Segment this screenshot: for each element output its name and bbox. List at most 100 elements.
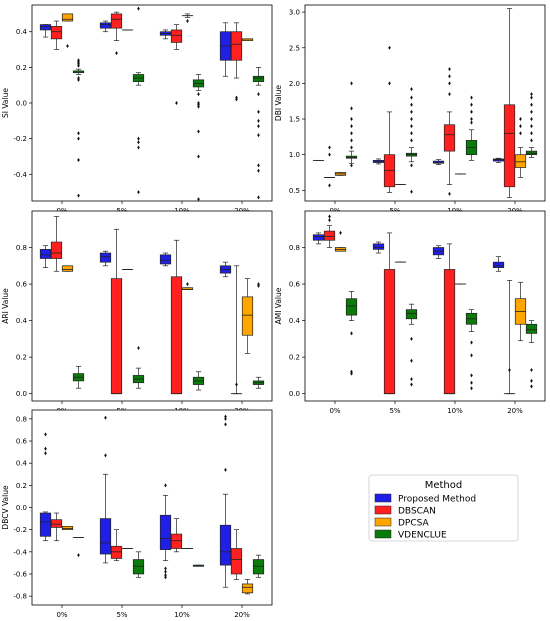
box	[241, 583, 254, 594]
box-vdenclue	[405, 303, 418, 387]
box-vdenclue	[192, 74, 205, 202]
outlier	[257, 133, 260, 138]
box-proposed-method	[492, 256, 505, 272]
y-tick-label: 2.0	[289, 80, 300, 88]
outlier	[410, 131, 413, 136]
outlier	[350, 371, 353, 376]
outlier	[77, 131, 80, 136]
outlier	[328, 214, 331, 219]
box	[312, 234, 325, 241]
box-proposed-method	[219, 22, 232, 77]
outlier	[530, 109, 533, 114]
outlier	[350, 163, 353, 168]
outlier	[350, 117, 353, 122]
x-tick-label: 20%	[507, 407, 523, 415]
outlier	[388, 81, 391, 86]
box-dpcsa	[241, 579, 254, 595]
outlier	[448, 81, 451, 86]
box	[61, 13, 74, 22]
box-proposed-method	[99, 250, 112, 267]
outlier	[257, 109, 260, 114]
outlier	[186, 19, 189, 24]
box-dbscan	[503, 280, 516, 395]
y-tick-label: 0.2	[289, 354, 300, 362]
outlier	[470, 95, 473, 100]
outlier	[77, 193, 80, 198]
outlier	[77, 158, 80, 163]
y-axis-label: SI Value	[1, 88, 10, 118]
y-axis-label: ARI Value	[1, 288, 10, 324]
y-tick-label: 0.0	[16, 504, 27, 512]
box-vdenclue	[252, 554, 265, 578]
y-tick-label: -0.2	[13, 135, 27, 143]
outlier	[164, 573, 167, 578]
box	[170, 276, 183, 395]
box-vdenclue	[405, 87, 418, 194]
y-tick-label: -0.2	[13, 526, 27, 534]
outlier	[104, 453, 107, 458]
outlier	[257, 283, 260, 288]
outlier	[137, 136, 140, 141]
outlier	[530, 384, 533, 389]
outlier	[350, 124, 353, 129]
box	[170, 533, 183, 549]
outlier	[235, 97, 238, 102]
outlier	[197, 197, 200, 202]
outlier	[470, 102, 473, 107]
box	[443, 124, 456, 152]
outlier	[115, 51, 118, 56]
outlier	[197, 129, 200, 134]
box	[383, 269, 396, 395]
outlier	[470, 380, 473, 385]
box-dbscan	[323, 145, 336, 188]
y-tick-label: 0.2	[16, 354, 27, 362]
box	[252, 559, 265, 575]
outlier	[44, 451, 47, 456]
box	[39, 249, 52, 259]
legend-swatch	[374, 505, 392, 515]
box-dbscan	[323, 214, 336, 248]
y-tick-label: 0.8	[16, 244, 27, 252]
box-proposed-method	[159, 483, 172, 580]
outlier	[104, 415, 107, 420]
y-tick-label: 0.6	[16, 438, 28, 446]
outlier	[350, 145, 353, 150]
box-dbscan	[383, 45, 396, 193]
outlier	[410, 87, 413, 92]
outlier	[224, 467, 227, 472]
box-dpcsa	[514, 281, 527, 342]
box	[159, 514, 172, 550]
box-proposed-method	[312, 232, 325, 245]
outlier	[410, 377, 413, 382]
outlier	[470, 353, 473, 358]
box-dpcsa	[61, 265, 74, 272]
box-vdenclue	[132, 551, 145, 578]
box	[39, 512, 52, 537]
box	[99, 252, 112, 263]
box-proposed-method	[39, 432, 52, 542]
legend-swatch	[374, 493, 392, 503]
box-proposed-method	[372, 158, 385, 165]
box-proposed-method	[99, 415, 112, 564]
outlier	[350, 331, 353, 336]
outlier	[410, 102, 413, 107]
legend-swatch	[374, 517, 392, 527]
outlier	[257, 92, 260, 97]
outlier	[328, 152, 331, 157]
outlier	[235, 382, 238, 387]
outlier	[410, 138, 413, 143]
box	[230, 31, 243, 61]
outlier	[175, 101, 178, 105]
box	[492, 261, 505, 268]
y-tick-label: -0.6	[13, 570, 27, 578]
box-proposed-method	[159, 252, 172, 267]
outlier	[328, 218, 331, 223]
legend-swatch	[374, 529, 392, 539]
y-tick-label: 0.8	[16, 415, 27, 423]
outlier	[257, 163, 260, 168]
y-tick-label: 0.4	[16, 317, 28, 325]
outlier	[44, 432, 47, 437]
outlier	[448, 191, 451, 196]
box-vdenclue	[465, 309, 478, 391]
